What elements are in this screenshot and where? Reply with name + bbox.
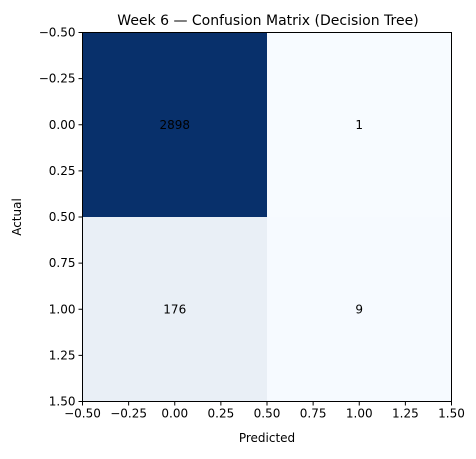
y-axis-label: Actual (10, 198, 24, 236)
y-tick-label: 1.50 (49, 395, 76, 409)
x-tick-label: 1.00 (346, 407, 373, 421)
x-tick-label: 0.00 (161, 407, 188, 421)
x-tick-label: 0.50 (254, 407, 281, 421)
cell-value-label-r0-c1: 1 (355, 118, 363, 132)
heatmap-cell-r1-c1 (267, 217, 452, 402)
y-tick-label: −0.25 (39, 72, 76, 86)
cell-value-label-r0-c0: 2898 (159, 118, 190, 132)
x-tick-label: 1.25 (392, 407, 419, 421)
x-tick-label: 0.75 (300, 407, 327, 421)
y-tick-label: 0.25 (49, 164, 76, 178)
x-tick-label: 0.25 (208, 407, 235, 421)
heatmap-cell-r0-c0 (82, 32, 267, 217)
chart-title: Week 6 — Confusion Matrix (Decision Tree… (117, 13, 418, 29)
y-tick-label: −0.50 (39, 26, 76, 40)
cell-value-label-r1-c1: 9 (355, 302, 363, 316)
axis-ticks: −0.50 −0.25 0.00 0.25 0.50 0.75 1.00 1.25 1.50−0… (39, 26, 465, 421)
y-tick-label: 1.25 (49, 348, 76, 362)
x-tick-label: −0.25 (110, 407, 147, 421)
x-tick-label: 1.50 (438, 407, 465, 421)
heatmap-cell-r0-c1 (267, 32, 452, 217)
cell-value-label-r1-c0: 176 (163, 302, 186, 316)
x-tick-label: −0.50 (64, 407, 101, 421)
heatmap-cell-r1-c0 (82, 217, 267, 402)
y-tick-label: 0.75 (49, 256, 76, 270)
y-tick-label: 1.00 (49, 302, 76, 316)
x-axis-label: Predicted (239, 431, 295, 445)
heatmap-cells: 2898 1 176 9 (82, 32, 452, 402)
y-tick-label: 0.00 (49, 118, 76, 132)
y-tick-label: 0.50 (49, 210, 76, 224)
plot-frame (82, 32, 452, 402)
